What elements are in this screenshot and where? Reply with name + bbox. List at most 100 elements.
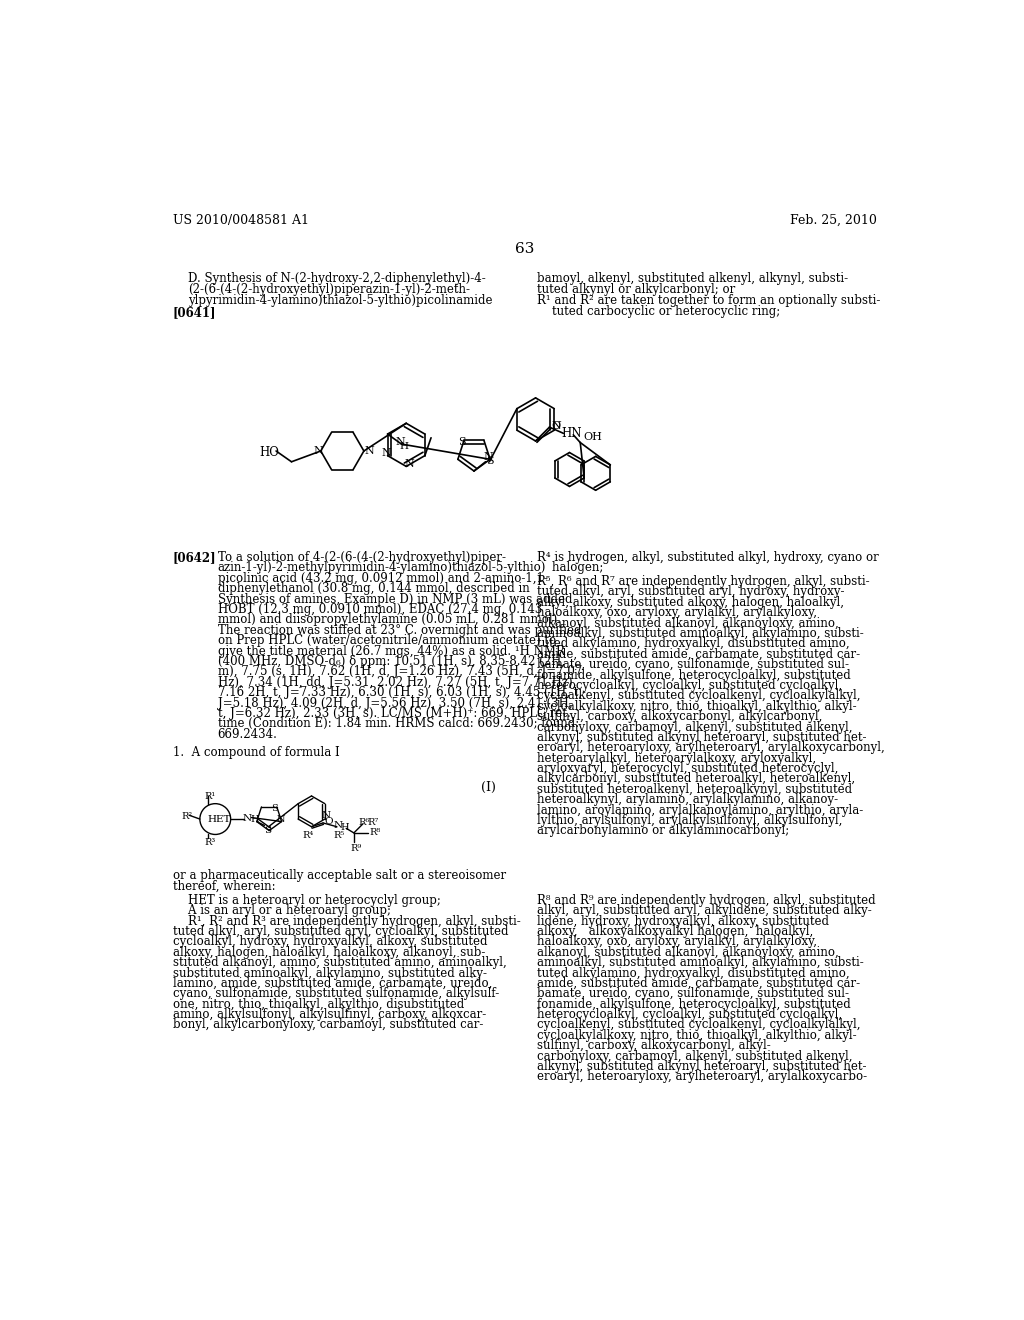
- Text: alkyl, alkoxy, substituted alkoxy, halogen, haloalkyl,: alkyl, alkoxy, substituted alkoxy, halog…: [538, 595, 844, 609]
- Text: stituted alkanoyl, amino, substituted amino, aminoalkyl,: stituted alkanoyl, amino, substituted am…: [173, 956, 507, 969]
- Text: ylpyrimidin-4-ylamino)thiazol-5-ylthio)picolinamide: ylpyrimidin-4-ylamino)thiazol-5-ylthio)p…: [188, 294, 493, 308]
- Text: (I): (I): [481, 780, 496, 793]
- Text: (2-(6-(4-(2-hydroxyethyl)piperazin-1-yl)-2-meth-: (2-(6-(4-(2-hydroxyethyl)piperazin-1-yl)…: [188, 284, 470, 296]
- Text: H: H: [250, 816, 258, 824]
- Text: 669.2434.: 669.2434.: [217, 727, 278, 741]
- Text: diphenylethanol (30.8 mg, 0.144 mmol, described in: diphenylethanol (30.8 mg, 0.144 mmol, de…: [217, 582, 529, 595]
- Text: cycloalkylalkoxy, nitro, thio, thioalkyl, alkylthio, alkyl-: cycloalkylalkoxy, nitro, thio, thioalkyl…: [538, 700, 857, 713]
- Text: alkynyl, substituted alkynyl heteroaryl, substituted het-: alkynyl, substituted alkynyl heteroaryl,…: [538, 1060, 866, 1073]
- Text: R⁷: R⁷: [368, 817, 379, 826]
- Text: N: N: [334, 821, 343, 829]
- Text: eroaryl, heteroaryloxy, arylheteroaryl, arylalkoxycarbonyl,: eroaryl, heteroaryloxy, arylheteroaryl, …: [538, 742, 885, 754]
- Text: cycloalkylalkoxy, nitro, thio, thioalkyl, alkylthio, alkyl-: cycloalkylalkoxy, nitro, thio, thioalkyl…: [538, 1028, 857, 1041]
- Text: HO: HO: [259, 446, 279, 459]
- Text: [0642]: [0642]: [173, 552, 216, 564]
- Text: fonamide, alkylsulfone, heterocycloalkyl, substituted: fonamide, alkylsulfone, heterocycloalkyl…: [538, 998, 851, 1011]
- Text: US 2010/0048581 A1: US 2010/0048581 A1: [173, 214, 309, 227]
- Text: fonamide, alkylsulfone, heterocycloalkyl, substituted: fonamide, alkylsulfone, heterocycloalkyl…: [538, 668, 851, 681]
- Text: H: H: [399, 442, 409, 450]
- Text: heterocycloalkyl, cycloalkyl, substituted cycloalkyl,: heterocycloalkyl, cycloalkyl, substitute…: [538, 1008, 843, 1022]
- Text: haloalkoxy, oxo, aryloxy, arylalkyl, arylalkyloxy,: haloalkoxy, oxo, aryloxy, arylalkyl, ary…: [538, 936, 817, 948]
- Text: alkylcarbonyl, substituted heteroalkyl, heteroalkenyl,: alkylcarbonyl, substituted heteroalkyl, …: [538, 772, 855, 785]
- Text: bamate, ureido, cyano, sulfonamide, substituted sul-: bamate, ureido, cyano, sulfonamide, subs…: [538, 987, 849, 1001]
- Text: cycloalkenyl, substituted cycloalkenyl, cycloalkylalkyl,: cycloalkenyl, substituted cycloalkenyl, …: [538, 1019, 860, 1031]
- Text: S: S: [271, 804, 279, 813]
- Text: O: O: [551, 421, 560, 430]
- Text: H: H: [341, 822, 349, 832]
- Text: substituted heteroalkenyl, heteroalkynyl, substituted: substituted heteroalkenyl, heteroalkynyl…: [538, 783, 852, 796]
- Text: on Prep HPLC (water/acetonitrile/ammonium acetate) to: on Prep HPLC (water/acetonitrile/ammoniu…: [217, 635, 556, 647]
- Text: tuted alkynyl or alkylcarbonyl; or: tuted alkynyl or alkylcarbonyl; or: [538, 284, 735, 296]
- Text: R³: R³: [205, 838, 216, 847]
- Text: tuted carbocyclic or heterocyclic ring;: tuted carbocyclic or heterocyclic ring;: [538, 305, 780, 318]
- Text: tuted alkyl, aryl, substituted aryl, cycloalkyl, substituted: tuted alkyl, aryl, substituted aryl, cyc…: [173, 925, 508, 939]
- Text: S: S: [458, 437, 466, 447]
- Text: R²: R²: [181, 812, 193, 821]
- Text: R⁵: R⁵: [333, 830, 344, 840]
- Text: bamoyl, alkenyl, substituted alkenyl, alkynyl, substi-: bamoyl, alkenyl, substituted alkenyl, al…: [538, 272, 848, 285]
- Text: N: N: [381, 447, 391, 458]
- Text: R¹ and R² are taken together to form an optionally substi-: R¹ and R² are taken together to form an …: [538, 294, 881, 308]
- Text: [0641]: [0641]: [173, 306, 216, 319]
- Text: alkanoyl, substituted alkanoyl, alkanoyloxy, amino,: alkanoyl, substituted alkanoyl, alkanoyl…: [538, 616, 839, 630]
- Text: lylthio, arylsulfonyl, arylalkylsulfonyl, alkylsulfonyl,: lylthio, arylsulfonyl, arylalkylsulfonyl…: [538, 814, 843, 828]
- Text: N: N: [365, 446, 375, 457]
- Text: 63: 63: [515, 242, 535, 256]
- Text: cycloalkyl, hydroxy, hydroxyalkyl, alkoxy, substituted: cycloalkyl, hydroxy, hydroxyalkyl, alkox…: [173, 936, 487, 948]
- Text: lamino, amide, substituted amide, carbamate, ureido,: lamino, amide, substituted amide, carbam…: [173, 977, 493, 990]
- Text: time (Condition E): 1.84 min. HRMS calcd: 669.2430; found:: time (Condition E): 1.84 min. HRMS calcd…: [217, 718, 579, 730]
- Text: heteroalkynyl, arylamino, arylalkylamino, alkanoy-: heteroalkynyl, arylamino, arylalkylamino…: [538, 793, 839, 807]
- Text: N: N: [276, 814, 285, 824]
- Text: alkoxy, halogen, haloalkyl, haloalkoxy, alkanoyl, sub-: alkoxy, halogen, haloalkyl, haloalkoxy, …: [173, 945, 485, 958]
- Text: R⁸: R⁸: [370, 829, 381, 837]
- Text: bamate, ureido, cyano, sulfonamide, substituted sul-: bamate, ureido, cyano, sulfonamide, subs…: [538, 659, 849, 671]
- Text: picolinic acid (43.2 mg, 0.0912 mmol) and 2-amino-1,1-: picolinic acid (43.2 mg, 0.0912 mmol) an…: [217, 572, 548, 585]
- Text: R¹, R² and R³ are independently hydrogen, alkyl, substi-: R¹, R² and R³ are independently hydrogen…: [173, 915, 520, 928]
- Text: To a solution of 4-(2-(6-(4-(2-hydroxyethyl)piper-: To a solution of 4-(2-(6-(4-(2-hydroxyet…: [217, 552, 506, 564]
- Text: tuted alkylamino, hydroxyalkyl, disubstituted amino,: tuted alkylamino, hydroxyalkyl, disubsti…: [538, 966, 850, 979]
- Text: alkanoyl, substituted alkanoyl, alkanoyloxy, amino,: alkanoyl, substituted alkanoyl, alkanoyl…: [538, 945, 839, 958]
- Text: sulfinyl, carboxy, alkoxycarbonyl, alkylcarbonyl,: sulfinyl, carboxy, alkoxycarbonyl, alkyl…: [538, 710, 822, 723]
- Text: alkyl, aryl, substituted aryl, alkylidene, substituted alky-: alkyl, aryl, substituted aryl, alkyliden…: [538, 904, 871, 917]
- Text: N: N: [551, 421, 561, 430]
- Text: Feb. 25, 2010: Feb. 25, 2010: [790, 214, 877, 227]
- Text: heteroarylalkyl, heteroarylalkoxy, aryloxyalkyl,: heteroarylalkyl, heteroarylalkoxy, arylo…: [538, 751, 816, 764]
- Text: amide, substituted amide, carbamate, substituted car-: amide, substituted amide, carbamate, sub…: [538, 977, 860, 990]
- Text: aminoalkyl, substituted aminoalkyl, alkylamino, substi-: aminoalkyl, substituted aminoalkyl, alky…: [538, 956, 864, 969]
- Text: arylcarbonylamino or alkylaminocarbonyl;: arylcarbonylamino or alkylaminocarbonyl;: [538, 825, 790, 837]
- Text: give the title material (26.7 mgs, 44%) as a solid. ¹H NMR: give the title material (26.7 mgs, 44%) …: [217, 644, 564, 657]
- Text: R¹: R¹: [205, 792, 216, 801]
- Text: R⁹: R⁹: [351, 843, 362, 853]
- Text: lamino, aroylamino, arylalkanoylamino, arylthio, aryla-: lamino, aroylamino, arylalkanoylamino, a…: [538, 804, 863, 817]
- Text: heterocycloalkyl, cycloalkyl, substituted cycloalkyl,: heterocycloalkyl, cycloalkyl, substitute…: [538, 678, 843, 692]
- Text: azin-1-yl)-2-methylpyrimidin-4-ylamino)thiazol-5-ylthio): azin-1-yl)-2-methylpyrimidin-4-ylamino)t…: [217, 561, 546, 574]
- Text: N: N: [484, 451, 494, 462]
- Text: A is an aryl or a heteroaryl group;: A is an aryl or a heteroaryl group;: [173, 904, 391, 917]
- Text: cycloalkenyl, substituted cycloalkenyl, cycloalkylalkyl,: cycloalkenyl, substituted cycloalkenyl, …: [538, 689, 860, 702]
- Text: S: S: [486, 455, 494, 466]
- Text: alkynyl, substituted alkynyl heteroaryl, substituted het-: alkynyl, substituted alkynyl heteroaryl,…: [538, 731, 866, 744]
- Text: aryloxyaryl, heterocyclyl, substituted heterocyclyl,: aryloxyaryl, heterocyclyl, substituted h…: [538, 762, 839, 775]
- Text: cyano, sulfonamide, substituted sulfonamide, alkylsulf-: cyano, sulfonamide, substituted sulfonam…: [173, 987, 499, 1001]
- Text: eroaryl, heteroaryloxy, arylheteroaryl, arylalkoxycarbо-: eroaryl, heteroaryloxy, arylheteroaryl, …: [538, 1071, 867, 1084]
- Text: HET is a heteroaryl or heterocyclyl group;: HET is a heteroaryl or heterocyclyl grou…: [173, 894, 440, 907]
- Text: t, J=6.32 Hz), 2.33 (3H, s). LC/MS (M+H)⁺: 669. HPLC ret.: t, J=6.32 Hz), 2.33 (3H, s). LC/MS (M+H)…: [217, 708, 570, 719]
- Text: OH: OH: [584, 432, 602, 442]
- Text: N: N: [313, 446, 324, 457]
- Text: 7.16 2H, t, J=7.33 Hz), 6.30 (1H, s), 6.03 (1H, s), 4.45 (1H, t,: 7.16 2H, t, J=7.33 Hz), 6.30 (1H, s), 6.…: [217, 686, 582, 700]
- Text: thereof, wherein:: thereof, wherein:: [173, 879, 275, 892]
- Text: one, nitro, thio, thioalkyl, alkylthio, disubstituted: one, nitro, thio, thioalkyl, alkylthio, …: [173, 998, 464, 1011]
- Text: amino, alkylsulfonyl, alkylsulfinyl, carboxy, alkoxcar-: amino, alkylsulfonyl, alkylsulfinyl, car…: [173, 1008, 486, 1022]
- Text: or a pharmaceutically acceptable salt or a stereoisomer: or a pharmaceutically acceptable salt or…: [173, 869, 506, 882]
- Text: N: N: [404, 459, 415, 469]
- Text: R⁴: R⁴: [302, 830, 313, 840]
- Text: sulfinyl, carboxy, alkoxycarbonyl, alkyl-: sulfinyl, carboxy, alkoxycarbonyl, alkyl…: [538, 1039, 771, 1052]
- Text: aminoalkyl, substituted aminoalkyl, alkylamino, substi-: aminoalkyl, substituted aminoalkyl, alky…: [538, 627, 864, 640]
- Text: (400 MHz, DMSO-d₆) δ ppm: 10.51 (1H, s), 8.35-8.42 (2H,: (400 MHz, DMSO-d₆) δ ppm: 10.51 (1H, s),…: [217, 655, 564, 668]
- Text: HN: HN: [562, 428, 583, 440]
- Text: tuted alkyl, aryl, substituted aryl, hydroxy, hydroxy-: tuted alkyl, aryl, substituted aryl, hyd…: [538, 585, 845, 598]
- Text: R⁶: R⁶: [358, 817, 370, 826]
- Text: J=5.18 Hz), 4.09 (2H, d, J=5.56 Hz), 3.50 (7H, s), 2.41 (3H,: J=5.18 Hz), 4.09 (2H, d, J=5.56 Hz), 3.5…: [217, 697, 572, 710]
- Text: tuted alkylamino, hydroxyalkyl, disubstituted amino,: tuted alkylamino, hydroxyalkyl, disubsti…: [538, 638, 850, 651]
- Text: m), 7.75 (s, 1H), 7.62 (1H, d, J=1.26 Hz), 7.43 (5H, d, J=7.07: m), 7.75 (s, 1H), 7.62 (1H, d, J=1.26 Hz…: [217, 665, 582, 678]
